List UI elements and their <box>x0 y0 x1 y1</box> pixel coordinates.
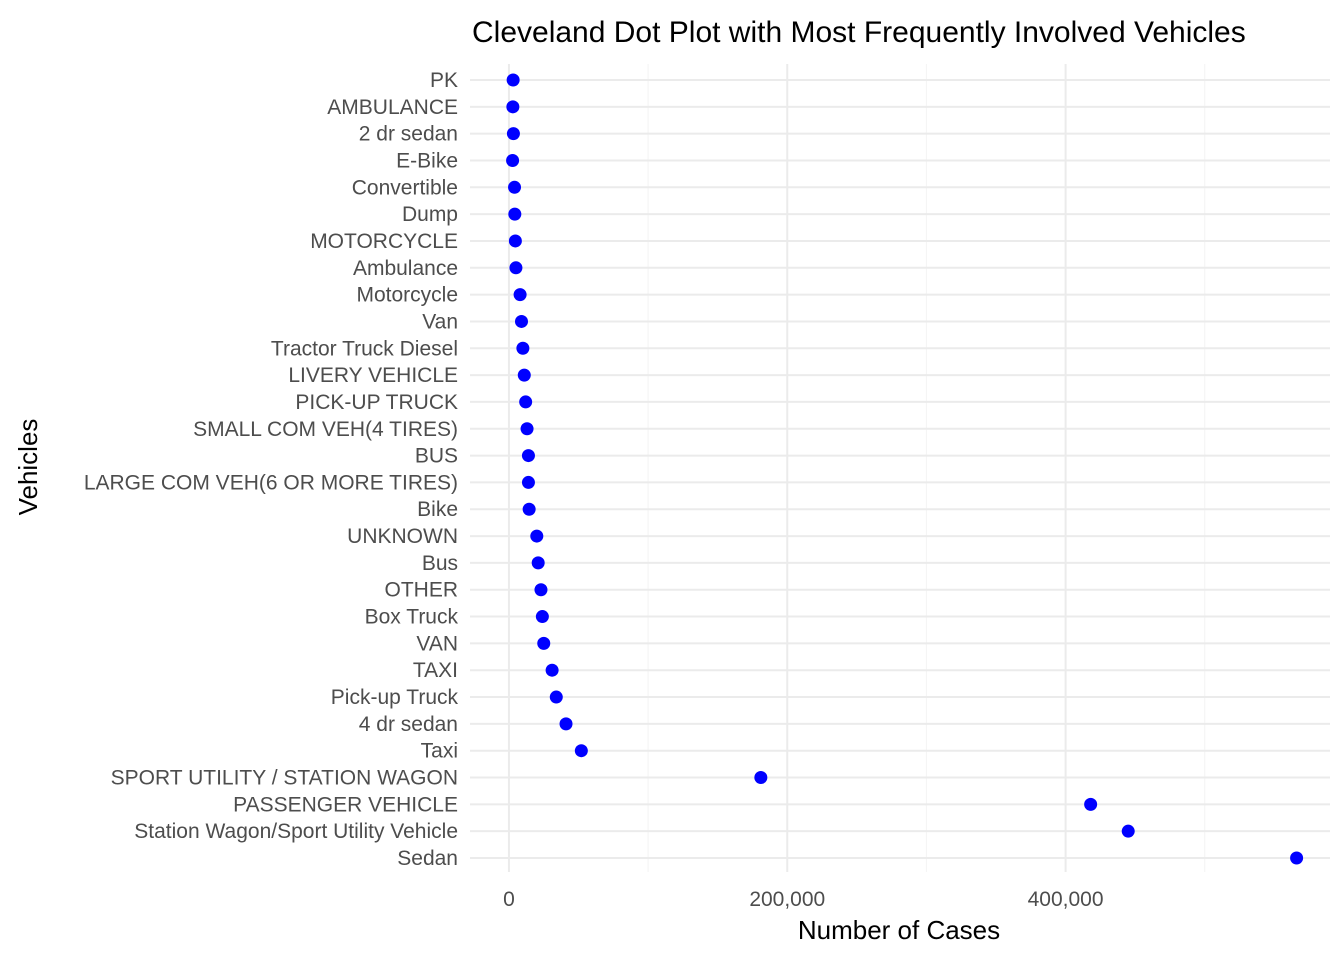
data-point <box>537 636 551 650</box>
data-point <box>535 610 549 624</box>
data-point <box>516 341 530 355</box>
x-tick-labels: 0 200,000 400,000 <box>503 888 1103 911</box>
data-point <box>519 395 533 409</box>
y-tick-label: Sedan <box>397 847 458 870</box>
data-point <box>559 717 573 731</box>
y-tick-label: Tractor Truck Diesel <box>271 337 458 360</box>
data-points <box>506 73 1304 865</box>
y-tick-label: E-Bike <box>396 149 458 172</box>
data-point <box>513 288 527 302</box>
y-tick-label: BUS <box>415 445 458 468</box>
data-point <box>514 314 528 328</box>
chart-title: Cleveland Dot Plot with Most Frequently … <box>472 16 1246 49</box>
x-axis-title: Number of Cases <box>798 915 1000 945</box>
data-point <box>534 583 548 597</box>
y-tick-label: TAXI <box>413 659 458 682</box>
data-point <box>506 153 520 167</box>
y-tick-label: Convertible <box>352 176 458 199</box>
y-tick-label: 4 dr sedan <box>359 713 458 736</box>
y-tick-label: AMBULANCE <box>327 96 458 119</box>
y-tick-labels: PK AMBULANCE 2 dr sedan E-Bike Convertible Du… <box>84 69 459 870</box>
y-tick-label: SMALL COM VEH(4 TIRES) <box>193 418 458 441</box>
y-tick-label: Box Truck <box>365 606 459 629</box>
data-point <box>508 234 522 248</box>
y-tick-label: OTHER <box>385 579 459 602</box>
data-point <box>521 449 535 463</box>
data-point <box>1290 851 1304 865</box>
data-point <box>508 207 522 221</box>
y-tick-label: PICK-UP TRUCK <box>295 391 458 414</box>
data-point <box>754 771 768 785</box>
data-point <box>508 180 522 194</box>
data-point <box>520 422 534 436</box>
data-point <box>509 261 523 275</box>
data-point <box>574 744 588 758</box>
y-tick-label: LARGE COM VEH(6 OR MORE TIRES) <box>84 471 458 494</box>
y-tick-label: Taxi <box>421 740 458 763</box>
y-tick-label: PK <box>430 69 458 92</box>
y-tick-label: Dump <box>402 203 458 226</box>
y-tick-label: Bus <box>422 552 458 575</box>
grid-lines <box>470 64 1330 872</box>
y-tick-label: PASSENGER VEHICLE <box>233 793 458 816</box>
data-point <box>522 502 536 516</box>
y-tick-label: MOTORCYCLE <box>310 230 458 253</box>
y-axis-title: Vehicles <box>13 419 43 516</box>
data-point <box>506 127 520 141</box>
data-point <box>545 663 559 677</box>
y-tick-label: Pick-up Truck <box>331 686 459 709</box>
data-point <box>517 368 531 382</box>
data-point <box>506 73 520 87</box>
data-point <box>1084 797 1098 811</box>
y-tick-label: Motorcycle <box>356 284 458 307</box>
y-tick-label: Van <box>422 310 458 333</box>
data-point <box>530 529 544 543</box>
y-tick-label: Bike <box>417 498 458 521</box>
data-point <box>1121 824 1135 838</box>
data-point <box>506 100 520 114</box>
y-tick-label: LIVERY VEHICLE <box>288 364 458 387</box>
data-point <box>531 556 545 570</box>
data-point <box>521 475 535 489</box>
y-tick-label: Ambulance <box>353 257 458 280</box>
y-tick-label: UNKNOWN <box>347 525 458 548</box>
data-point <box>549 690 563 704</box>
x-tick-label: 400,000 <box>1028 888 1104 911</box>
y-tick-label: SPORT UTILITY / STATION WAGON <box>111 767 458 790</box>
y-tick-label: 2 dr sedan <box>359 123 458 146</box>
y-tick-label: VAN <box>416 632 458 655</box>
x-tick-label: 0 <box>503 888 515 911</box>
x-tick-label: 200,000 <box>749 888 825 911</box>
y-tick-label: Station Wagon/Sport Utility Vehicle <box>134 820 458 843</box>
